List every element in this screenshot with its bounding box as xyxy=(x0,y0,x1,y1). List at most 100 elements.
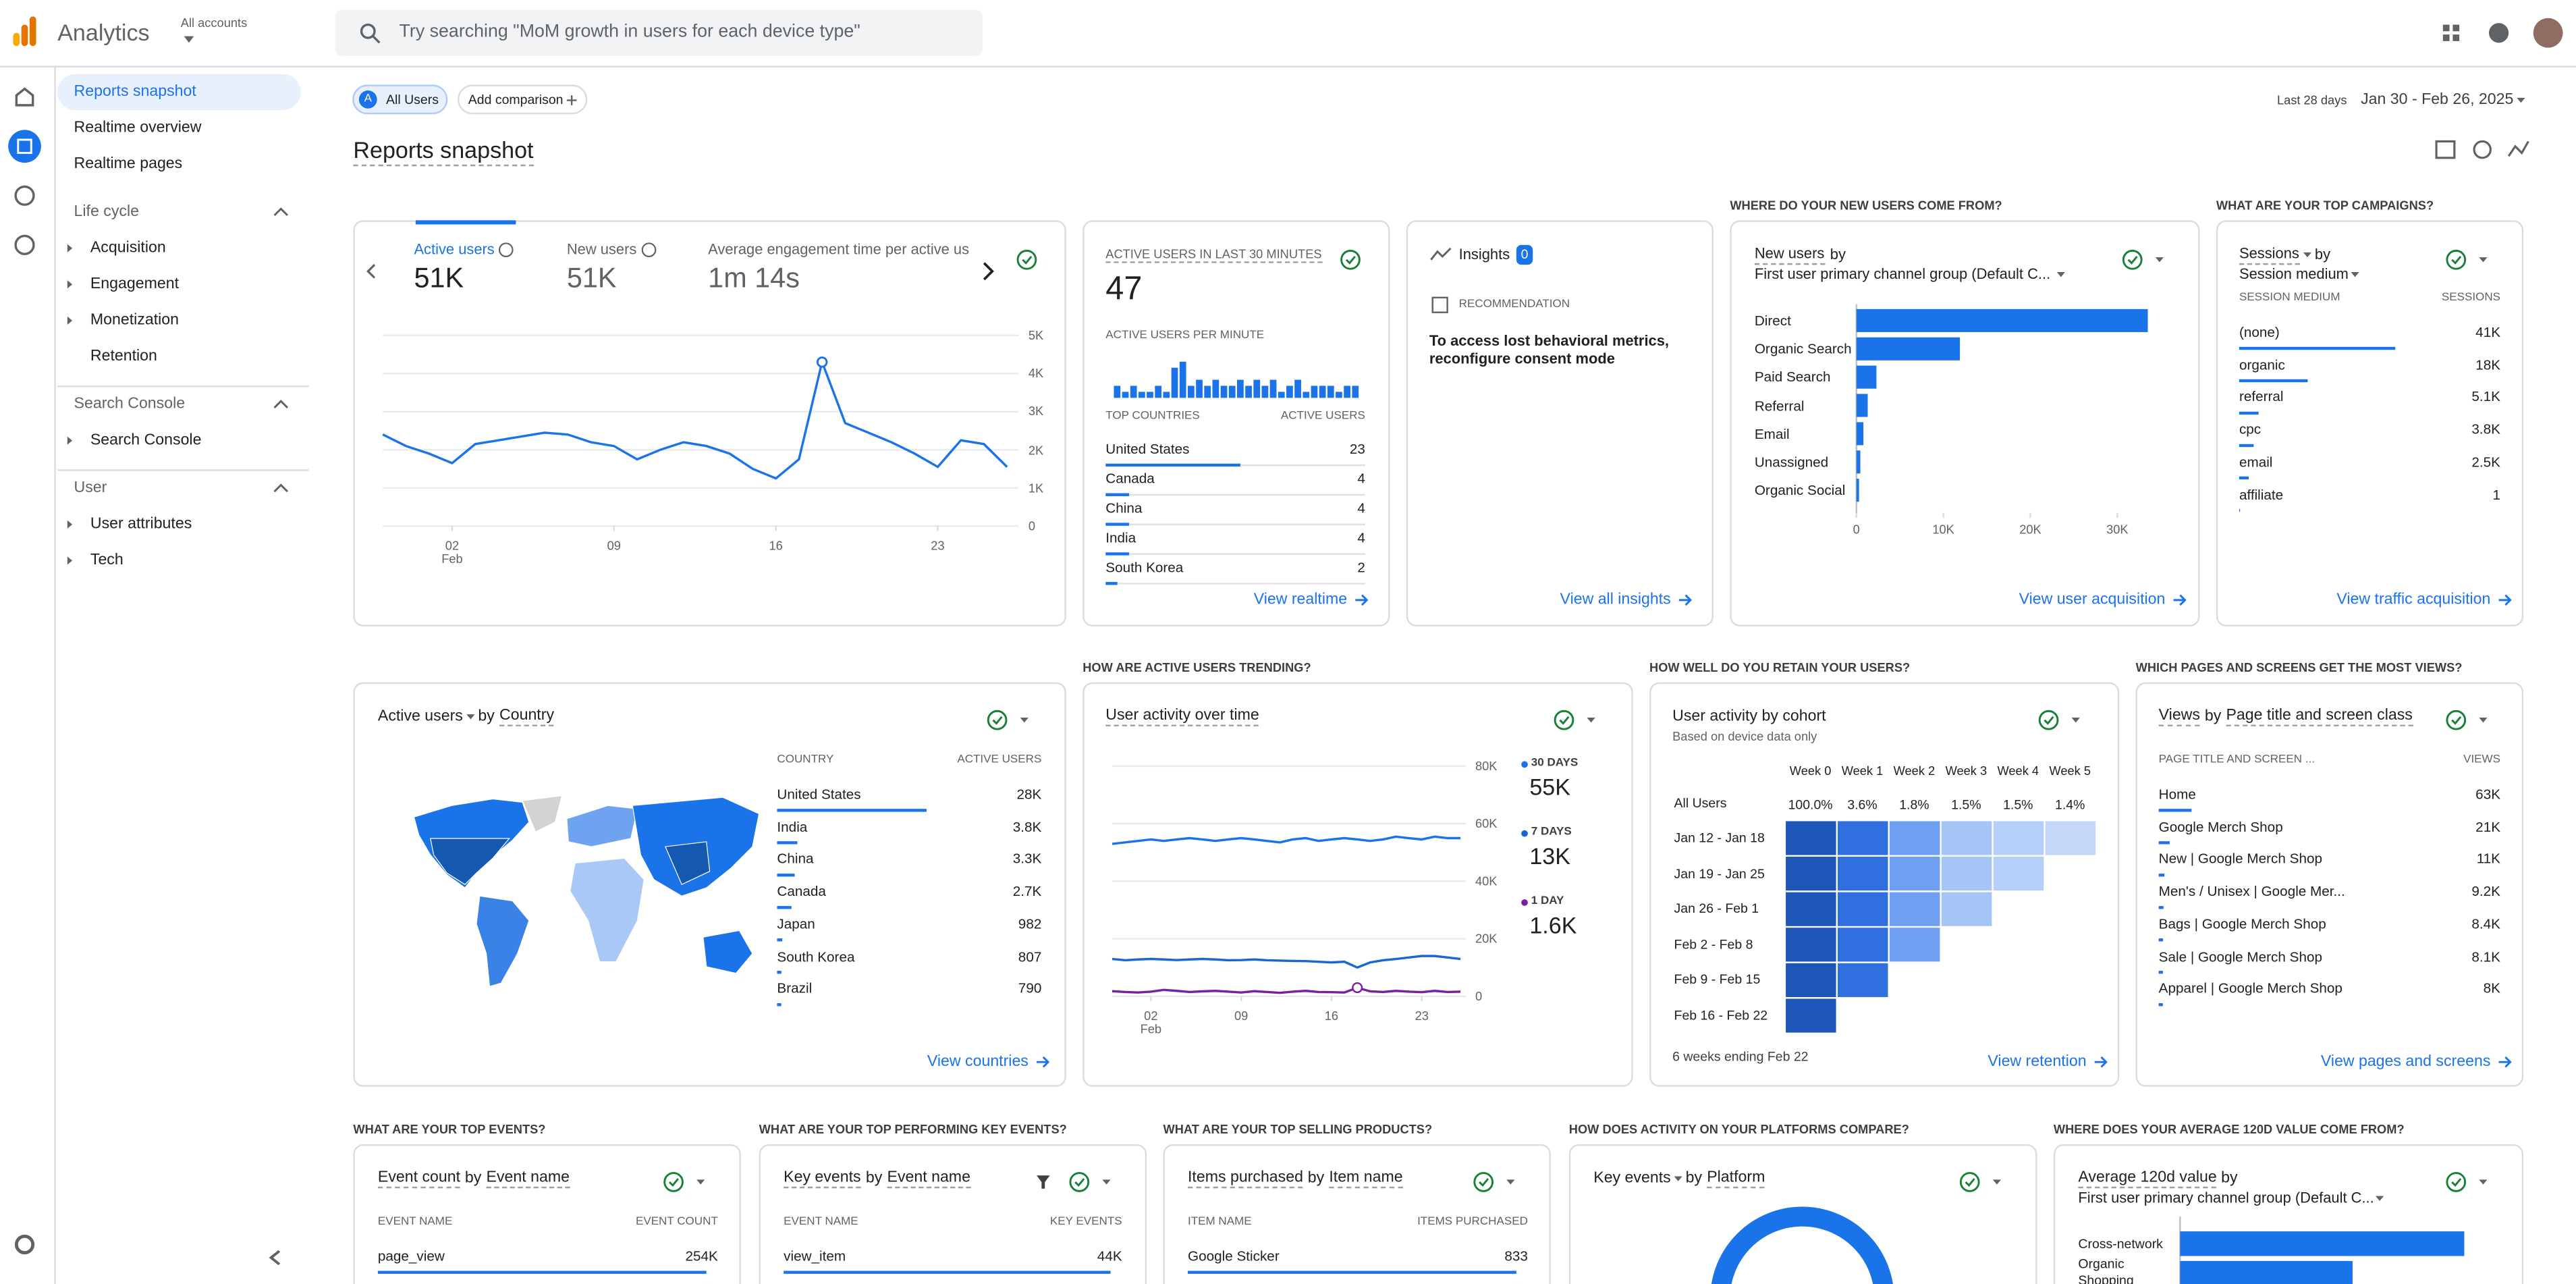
dropdown-caret[interactable] xyxy=(466,714,475,720)
plus-icon xyxy=(566,95,577,105)
prev-chevron[interactable] xyxy=(366,263,376,279)
row-bar xyxy=(1187,1270,1516,1274)
check-icon[interactable] xyxy=(2446,710,2467,730)
check-icon[interactable] xyxy=(2446,1172,2467,1192)
check-icon[interactable] xyxy=(663,1172,684,1192)
dropdown-caret[interactable] xyxy=(2155,257,2164,263)
nav-item[interactable]: Retention xyxy=(90,347,157,366)
dropdown-caret[interactable] xyxy=(1102,1179,1111,1185)
x-tick-label: 23 xyxy=(931,538,945,554)
explore-icon[interactable] xyxy=(14,185,35,206)
x-tick-sublabel: Feb xyxy=(1140,1021,1162,1037)
title-actions[interactable] xyxy=(2435,140,2529,159)
help-icon[interactable] xyxy=(2488,23,2509,43)
dropdown-caret[interactable] xyxy=(2479,1179,2488,1185)
check-icon[interactable] xyxy=(2446,249,2467,270)
nav-item[interactable]: Monetization xyxy=(90,311,180,329)
row-label: China xyxy=(777,850,814,867)
check-icon[interactable] xyxy=(1959,1172,1980,1192)
check-icon[interactable] xyxy=(1473,1172,1494,1192)
nav-item[interactable]: Reports snapshot xyxy=(74,82,196,101)
search-box[interactable] xyxy=(335,9,983,56)
dropdown-caret[interactable] xyxy=(1992,1179,2001,1185)
dropdown-caret[interactable] xyxy=(1020,718,1029,723)
cohort-value: 3.6% xyxy=(1847,797,1878,813)
row-value: 790 xyxy=(1018,980,1042,997)
link[interactable]: View realtime xyxy=(1253,591,1348,609)
nav-section[interactable]: Life cycle xyxy=(74,203,139,221)
link[interactable]: View traffic acquisition xyxy=(2336,591,2491,609)
link-arrow xyxy=(1037,1056,1050,1068)
column-header: ACTIVE USERS xyxy=(1280,410,1365,423)
link-arrow xyxy=(1355,594,1369,606)
check-icon[interactable] xyxy=(2038,710,2059,730)
dropdown-caret[interactable] xyxy=(1587,718,1595,723)
comparison-chip[interactable] xyxy=(457,84,588,115)
nav-item[interactable]: Engagement xyxy=(90,275,180,294)
dropdown-caret[interactable] xyxy=(2303,252,2312,258)
category-label: Direct xyxy=(1754,312,1791,329)
check-icon[interactable] xyxy=(1016,249,1037,270)
column-header: SESSIONS xyxy=(2441,292,2501,304)
metric-label[interactable]: Active users xyxy=(414,241,495,258)
cohort-cell xyxy=(1993,821,2044,855)
apps-icon[interactable] xyxy=(2442,24,2460,41)
check-icon[interactable] xyxy=(1069,1172,1090,1192)
row-value: 4 xyxy=(1357,529,1365,546)
link-arrow xyxy=(2498,594,2512,606)
date-range[interactable]: Jan 30 - Feb 26, 2025 xyxy=(2361,90,2514,109)
x-tick-label: 20K xyxy=(2019,522,2041,537)
link[interactable]: View retention xyxy=(1988,1052,2087,1071)
nav-item[interactable]: Tech xyxy=(90,551,124,570)
search-placeholder[interactable]: Try searching "MoM growth in users for e… xyxy=(399,22,860,42)
nav-active-bg xyxy=(57,74,301,111)
nav-item[interactable]: Search Console xyxy=(90,431,202,450)
settings-icon[interactable] xyxy=(14,1234,35,1255)
account-label[interactable]: All accounts xyxy=(180,16,248,31)
row-bar xyxy=(2158,971,2163,974)
dropdown-caret[interactable] xyxy=(2479,257,2488,263)
comparison-label[interactable]: Add comparison xyxy=(468,92,564,107)
dropdown-caret[interactable] xyxy=(2056,272,2065,277)
nav-section[interactable]: User xyxy=(74,479,107,498)
reports-icon[interactable] xyxy=(8,130,41,163)
dropdown-caret[interactable] xyxy=(2479,718,2488,723)
nav-item[interactable]: Realtime pages xyxy=(74,155,183,173)
link[interactable]: View all insights xyxy=(1560,591,1671,609)
label: by xyxy=(1830,246,1846,263)
advertising-icon[interactable] xyxy=(14,234,35,255)
nav-item[interactable]: User attributes xyxy=(90,514,192,533)
nav-item[interactable]: Acquisition xyxy=(90,238,166,257)
next-chevron[interactable] xyxy=(983,262,994,281)
link[interactable]: View countries xyxy=(927,1052,1029,1071)
nav-item[interactable]: Realtime overview xyxy=(74,119,202,137)
row-label: Google Sticker xyxy=(1187,1248,1280,1264)
nav-section[interactable]: Search Console xyxy=(74,395,186,414)
account-caret[interactable] xyxy=(184,36,194,43)
dropdown-caret[interactable] xyxy=(2375,1196,2384,1201)
metric-label[interactable]: Average engagement time per active us xyxy=(708,241,970,258)
collapse-icon[interactable] xyxy=(269,1250,281,1266)
dropdown-caret[interactable] xyxy=(2517,97,2525,103)
link[interactable]: View pages and screens xyxy=(2320,1052,2491,1071)
home-icon[interactable] xyxy=(15,87,34,107)
link[interactable]: View user acquisition xyxy=(2019,591,2166,609)
check-icon[interactable] xyxy=(2122,249,2143,270)
metric-label[interactable]: New users xyxy=(566,241,637,258)
help-icon xyxy=(498,242,514,258)
dropdown-caret[interactable] xyxy=(1506,1179,1515,1185)
dropdown-caret[interactable] xyxy=(2351,272,2359,277)
row-value: 3.8K xyxy=(1012,818,1042,835)
check-icon[interactable] xyxy=(987,710,1008,730)
minute-bar xyxy=(1138,392,1145,398)
app-name: Analytics xyxy=(57,19,150,46)
dropdown-caret[interactable] xyxy=(1674,1176,1682,1181)
avatar[interactable] xyxy=(2533,18,2563,48)
expand-arrow xyxy=(67,244,73,252)
dropdown-caret[interactable] xyxy=(2071,718,2080,723)
check-icon[interactable] xyxy=(1554,710,1574,730)
check-icon[interactable] xyxy=(1340,249,1361,270)
segment-chip[interactable] xyxy=(352,84,448,115)
minute-bar xyxy=(1294,379,1301,398)
dropdown-caret[interactable] xyxy=(696,1179,705,1185)
